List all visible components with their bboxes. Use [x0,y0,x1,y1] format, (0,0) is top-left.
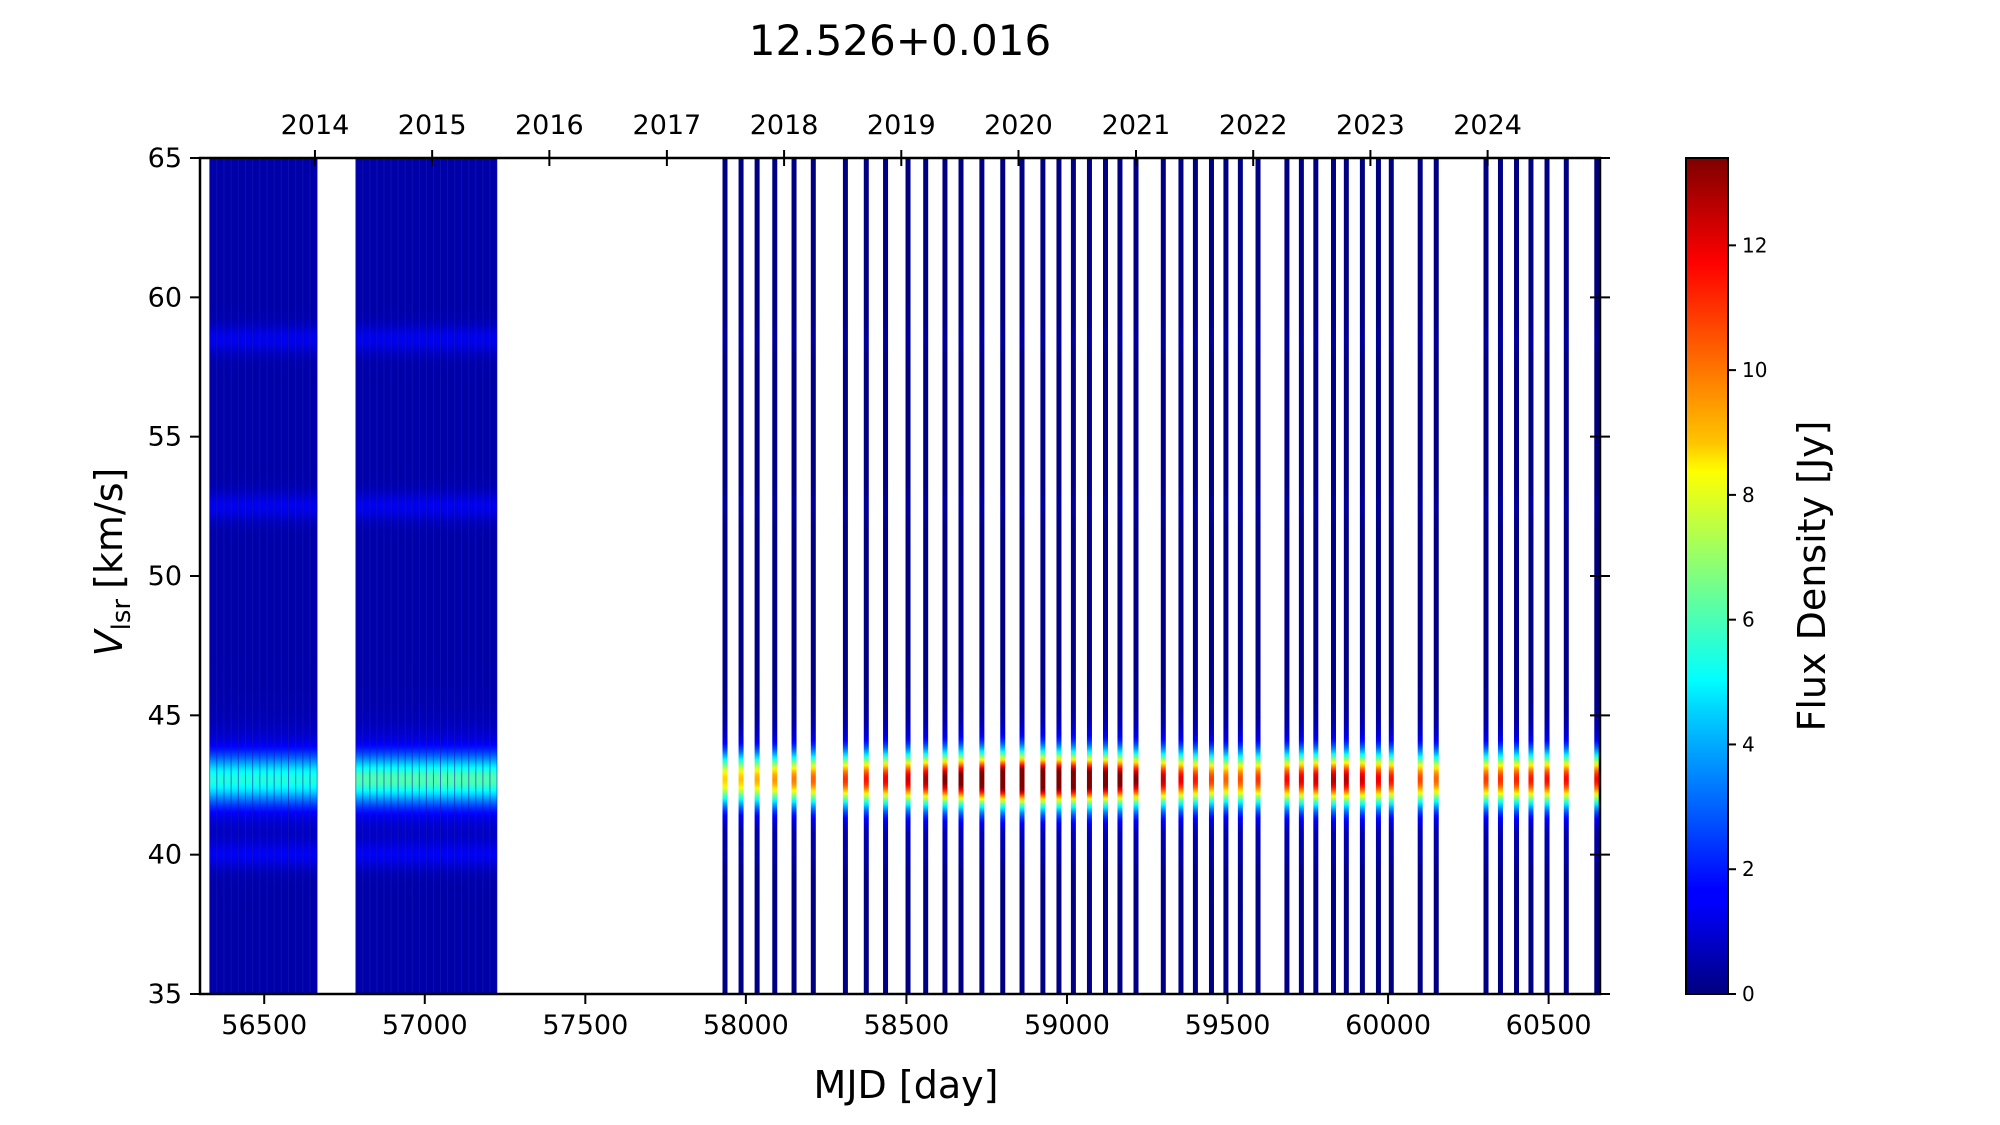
x-tick-label: 60500 [1506,1010,1592,1041]
x-tick-label: 56500 [221,1010,307,1041]
observation-epoch-column [1388,158,1394,994]
colorbar [1685,157,1729,995]
observation-epoch-column [1223,158,1229,994]
y-tick-label: 35 [148,979,182,1010]
observation-epoch-column [942,158,948,994]
observation-epoch-column [979,158,985,994]
observation-epoch-column [1514,158,1520,994]
observation-epoch-column [863,158,869,994]
x-axis-top-years: 2014 2015 2016 2017 2018 2019 2020 2021 2022 2023… [281,110,1522,166]
observation-epoch-column [772,158,778,994]
observation-epoch-column [791,158,797,994]
year-tick-label: 2023 [1336,110,1405,141]
colorbar-tick-label: 0 [1742,982,1755,1006]
x-axis-bottom: 56500 57000 57500 58000 58500 59000 59500 60000… [221,994,1592,1041]
y-axis-title-subscript: lsr [107,599,137,631]
observation-epoch-column [1284,158,1290,994]
colorbar-tick-label: 4 [1742,732,1755,756]
observation-epoch-column [1086,158,1092,994]
year-tick-label: 2021 [1102,110,1171,141]
observation-epoch-column [958,158,964,994]
x-tick-label: 59500 [1185,1010,1271,1041]
observation-epoch-column [1056,158,1062,994]
year-tick-label: 2014 [281,110,350,141]
colorbar-tick-label: 6 [1742,608,1755,632]
observation-epoch-column [1343,158,1349,994]
observation-epoch-column [1298,158,1304,994]
observation-epoch-column [1483,158,1489,994]
y-axis: 35 40 45 50 55 60 65 [148,143,1610,1010]
x-tick-label: 57000 [382,1010,468,1041]
x-tick-label: 59000 [1024,1010,1110,1041]
y-tick-label: 60 [148,282,182,313]
observation-epoch-column [1192,158,1198,994]
observation-epoch-column [1375,158,1381,994]
x-axis-title: MJD [day] [814,1063,999,1107]
observation-epoch-column [1313,158,1319,994]
y-tick-label: 55 [148,422,182,453]
observation-epoch-column [1208,158,1214,994]
observation-epoch-column [1417,158,1423,994]
observation-epoch-column [883,158,889,994]
y-axis-title-symbol: V [87,627,131,656]
y-axis-title-unit: [km/s] [87,468,131,589]
observation-epoch-column [1359,158,1365,994]
year-tick-label: 2017 [633,110,702,141]
y-tick-label: 45 [148,700,182,731]
observation-epoch-column [1178,158,1184,994]
year-tick-label: 2015 [398,110,467,141]
observation-epoch-column [1497,158,1503,994]
observation-block-1 [209,158,318,994]
colorbar-tick-label: 8 [1742,483,1755,507]
observation-epoch-column [1000,158,1006,994]
y-axis-title: Vlsr [km/s] [87,468,137,657]
year-tick-label: 2018 [750,110,819,141]
observation-epoch-column [1433,158,1439,994]
y-tick-label: 50 [148,561,182,592]
colorbar-ticks: 0 2 4 6 8 10 12 [1728,233,1767,1006]
year-tick-label: 2019 [867,110,936,141]
chart-title: 12.526+0.016 [749,16,1051,65]
colorbar-tick-label: 2 [1742,857,1755,881]
y-tick-label: 65 [148,143,182,174]
observation-epoch-column [1117,158,1123,994]
observation-epoch-column [1255,158,1261,994]
x-tick-label: 60000 [1345,1010,1431,1041]
observation-epoch-column [1563,158,1569,994]
observation-epoch-column [923,158,929,994]
year-tick-label: 2016 [515,110,584,141]
observation-epoch-column [722,158,728,994]
y-tick-label: 40 [148,840,182,871]
colorbar-tick-label: 10 [1742,358,1767,382]
observation-epoch-column [842,158,848,994]
x-tick-label: 58500 [863,1010,949,1041]
observation-epoch-column [1133,158,1139,994]
x-tick-label: 58000 [703,1010,789,1041]
year-tick-label: 2022 [1219,110,1288,141]
colorbar-title: Flux Density [Jy] [1790,421,1834,732]
observation-epoch-column [1103,158,1109,994]
observation-epoch-column [1070,158,1076,994]
observation-epoch-column [810,158,816,994]
observation-epoch-column [1528,158,1534,994]
year-tick-label: 2020 [984,110,1053,141]
observation-epoch-column [1544,158,1550,994]
heatmap-layer [209,158,1600,994]
colorbar-tick-label: 12 [1742,233,1767,257]
observation-epoch-column [1237,158,1243,994]
x-tick-label: 57500 [542,1010,628,1041]
observation-epoch-column [1019,158,1025,994]
observation-epoch-column [754,158,760,994]
observation-epoch-column [1040,158,1046,994]
observation-epoch-column [1160,158,1166,994]
observation-epoch-column [1330,158,1336,994]
observation-epoch-column [905,158,911,994]
year-tick-label: 2024 [1453,110,1522,141]
observation-epoch-column [738,158,744,994]
